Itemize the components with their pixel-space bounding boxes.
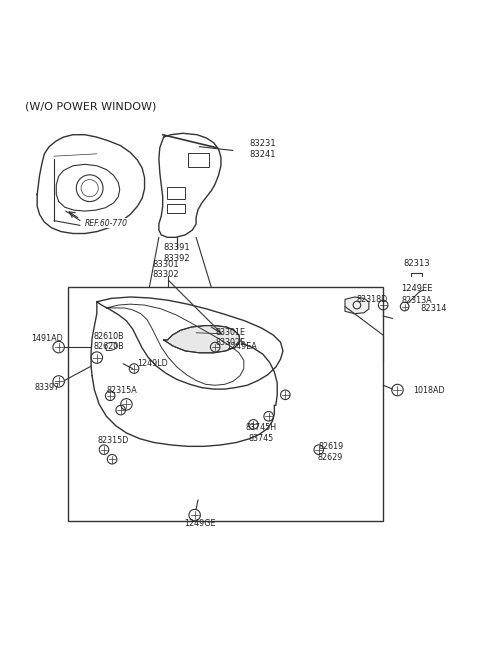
Text: 83301E
83302E: 83301E 83302E <box>216 328 245 347</box>
Text: 1249GE: 1249GE <box>184 519 215 528</box>
Text: 83391
83392: 83391 83392 <box>164 243 190 263</box>
Polygon shape <box>345 297 369 314</box>
Text: 1491AD: 1491AD <box>31 334 62 343</box>
Text: 82313: 82313 <box>403 259 430 268</box>
Text: 82313A: 82313A <box>401 296 432 305</box>
Text: REF.60-770: REF.60-770 <box>85 218 128 228</box>
Text: 82619
82629: 82619 82629 <box>318 442 343 462</box>
Text: 1249EA: 1249EA <box>227 342 257 351</box>
Text: 82315D: 82315D <box>98 436 129 445</box>
Text: 1018AD: 1018AD <box>413 386 444 394</box>
Text: 82315A: 82315A <box>107 386 137 394</box>
Text: 82318D: 82318D <box>357 295 388 304</box>
Text: 83397: 83397 <box>34 383 60 392</box>
Polygon shape <box>164 325 240 353</box>
Text: 82610B
82620B: 82610B 82620B <box>94 332 124 351</box>
Text: 1249LD: 1249LD <box>137 359 168 368</box>
Text: (W/O POWER WINDOW): (W/O POWER WINDOW) <box>25 101 156 111</box>
Text: 1249EE: 1249EE <box>401 284 432 293</box>
Text: 82314: 82314 <box>420 304 447 314</box>
Text: 83231
83241: 83231 83241 <box>250 139 276 159</box>
Text: 83301
83302: 83301 83302 <box>153 260 180 279</box>
Text: 83745H
83745: 83745H 83745 <box>246 423 277 443</box>
